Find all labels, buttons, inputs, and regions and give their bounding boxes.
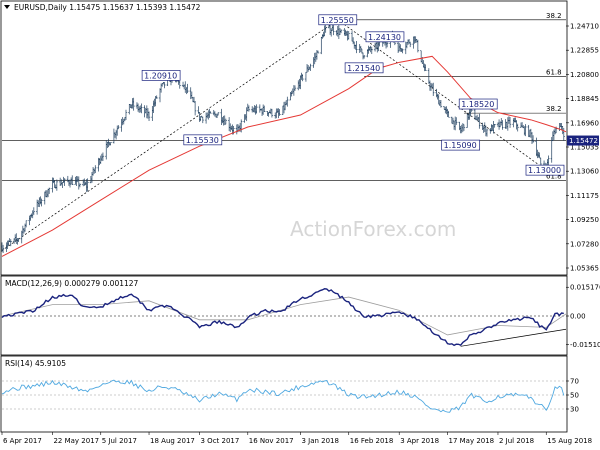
price-y-tick-label: 1.13060 — [570, 168, 599, 176]
price-label-text: 1.24130 — [368, 33, 401, 42]
moving-average-line — [1, 55, 567, 257]
x-tick-label: 22 May 2017 — [53, 437, 99, 445]
fib-level-label: 38.2 — [546, 105, 562, 113]
x-tick-label: 3 Jan 2018 — [301, 437, 339, 445]
rsi-title: RSI(14) 45.9105 — [5, 359, 66, 368]
rsi-y-tick-label: 70 — [570, 378, 579, 386]
price-label-text: 1.13000 — [528, 166, 561, 175]
macd-trendline — [460, 328, 567, 347]
x-tick-label: 16 Feb 2018 — [350, 437, 394, 445]
price-y-tick-label: 1.07280 — [570, 240, 599, 248]
x-tick-label: 15 Aug 2018 — [547, 437, 592, 445]
price-label-text: 1.15530 — [186, 136, 219, 145]
price-y-tick-label: 1.16960 — [570, 119, 599, 127]
rsi-line — [1, 379, 565, 413]
x-tick-label: 5 Jul 2017 — [102, 437, 137, 445]
x-tick-label: 6 Apr 2017 — [3, 437, 42, 445]
macd-line — [1, 288, 564, 347]
current-price-text: 1.15472 — [569, 137, 598, 145]
x-tick-label: 3 Oct 2017 — [201, 437, 240, 445]
price-label-text: 1.18520 — [461, 100, 494, 109]
rsi-y-tick-label: 50 — [570, 392, 579, 400]
price-label-text: 1.25550 — [321, 16, 354, 25]
price-y-tick-label: 1.09250 — [570, 216, 599, 224]
price-label-text: 1.21540 — [347, 64, 380, 73]
macd-y-tick-label: -0.015109 — [570, 341, 600, 349]
price-label-box — [344, 62, 384, 74]
price-label-box — [183, 134, 223, 146]
price-y-tick-label: 1.11175 — [570, 192, 599, 200]
price-trendline — [337, 19, 547, 171]
price-y-tick-label: 1.20800 — [570, 71, 599, 79]
price-label-text: 1.15090 — [444, 141, 477, 150]
x-tick-label: 2 Jul 2018 — [499, 437, 534, 445]
macd-y-tick-label: 0.015176 — [570, 284, 600, 292]
price-y-tick-label: 1.18845 — [570, 95, 599, 103]
fib-level-label: 61.8 — [546, 68, 562, 76]
price-label-box — [458, 98, 498, 110]
price-y-tick-label: 1.15035 — [570, 144, 599, 152]
macd-y-tick-label: 0.00 — [570, 313, 586, 321]
x-tick-label: 17 May 2018 — [448, 437, 494, 445]
macd-layer: 0.015176 0.00 -0.015109 — [1, 284, 600, 349]
price-label-box — [441, 139, 481, 151]
macd-panel-frame — [0, 275, 568, 356]
rsi-layer: 70 50 30 — [1, 378, 579, 414]
dropdown-triangle-icon[interactable] — [4, 5, 10, 9]
price-y-tick-label: 1.24710 — [570, 23, 599, 31]
x-tick-label: 3 Apr 2018 — [400, 437, 439, 445]
rsi-panel-frame — [0, 355, 568, 433]
fib-level-label: 61.8 — [546, 172, 562, 180]
price-header: EURUSD,Daily 1.15475 1.15637 1.15393 1.1… — [14, 3, 201, 12]
macd-signal-line — [1, 296, 567, 336]
price-y-tick-label: 1.22855 — [570, 47, 599, 55]
fib-level-label: 38.2 — [546, 12, 562, 20]
current-price-tag — [567, 135, 599, 146]
x-axis: 6 Apr 2017 22 May 2017 5 Jul 2017 18 Aug 20… — [1, 432, 592, 445]
price-label-box — [365, 31, 405, 43]
price-layer: 1.24710 1.22855 1.20800 1.18845 1.16960 1.150… — [0, 12, 599, 273]
price-label-box — [525, 164, 565, 176]
price-y-tick-label: 1.05365 — [570, 265, 599, 273]
price-label-box — [318, 14, 358, 26]
watermark: ActionForex.com — [290, 217, 456, 241]
x-tick-label: 16 Nov 2017 — [249, 437, 294, 445]
price-panel-frame — [0, 0, 568, 276]
rsi-y-tick-label: 30 — [570, 406, 579, 414]
price-label-text: 1.20910 — [144, 71, 177, 80]
macd-title: MACD(12,26,9) 0.000279 0.001127 — [5, 279, 139, 288]
price-label-box — [141, 70, 181, 81]
x-tick-label: 18 Aug 2017 — [150, 437, 195, 445]
